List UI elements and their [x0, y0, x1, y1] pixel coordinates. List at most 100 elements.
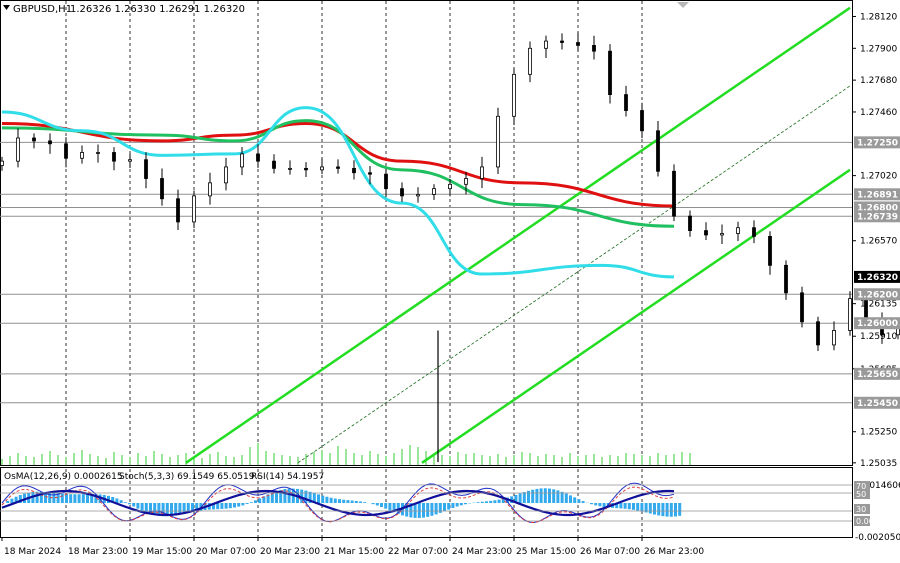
indicator-pane-frame [0, 467, 853, 538]
level-price-tag [854, 210, 900, 223]
symbol-menu-triangle-icon[interactable] [3, 5, 10, 10]
indicator-level-label: 0.00 [856, 517, 874, 526]
symbol-label[interactable]: GBPUSD,H1 [13, 4, 72, 15]
osma-bar [6, 500, 10, 503]
candle-body [256, 153, 260, 162]
osma-bar [501, 498, 505, 503]
osma-bar [65, 494, 68, 503]
osma-bar [531, 489, 535, 503]
indicator-axis[interactable]: 0.0014606 -0.0020507 [855, 481, 900, 543]
candle-body [16, 137, 20, 162]
indicator-level-label: 30 [856, 505, 866, 514]
osma-bar [438, 503, 442, 513]
osma-bar [69, 494, 73, 503]
osma-bar [464, 503, 467, 505]
osma-bar [413, 503, 417, 518]
price-tag-label: 1.26800 [857, 203, 898, 213]
indicator-level-tag [854, 489, 870, 499]
osma-bar [39, 491, 43, 503]
osma-bar [174, 503, 178, 516]
osma-bar [304, 490, 308, 503]
time-label: 25 Mar 15:00 [516, 547, 576, 557]
time-axis[interactable]: 18 Mar 2024 18 Mar 23:00 19 Mar 15:00 20 Ma… [1, 481, 874, 557]
candle-body [352, 167, 356, 174]
osma-bar [212, 503, 215, 510]
osma-bar [115, 498, 119, 503]
osma-bar [485, 501, 488, 503]
candle-body [80, 152, 84, 159]
price-tick-label: 1.26135 [860, 300, 897, 310]
price-tag-label: 1.25650 [857, 370, 898, 380]
candle-body [848, 298, 852, 331]
trend-channel [185, 6, 851, 464]
osma-bar [228, 503, 232, 509]
osma-bar [132, 503, 136, 507]
osma-bar [548, 488, 551, 503]
osma-bar [430, 503, 434, 516]
osma-bar [615, 503, 619, 509]
osma-bar [237, 503, 241, 507]
osma-bar [380, 503, 383, 508]
candle-body [112, 152, 116, 162]
osma-axis-top: 0.0014606 [855, 481, 900, 491]
candle-body [144, 159, 148, 179]
osma-bar [10, 498, 14, 503]
candle-body [368, 172, 372, 175]
osma-bar [283, 489, 287, 503]
osma-bar [405, 503, 409, 517]
osma-bar [632, 503, 635, 510]
price-tag-label: 1.26320 [857, 273, 898, 283]
candle-body [128, 159, 132, 162]
price-tick-label: 1.25035 [860, 459, 897, 469]
candle-body [32, 137, 36, 142]
osma-bar [333, 498, 337, 503]
osma-bar [493, 500, 497, 503]
candle-body [384, 173, 388, 190]
osma-bar [375, 503, 379, 506]
candle-body [736, 227, 740, 234]
candle-body [464, 178, 468, 185]
level-price-tag [854, 188, 900, 201]
channel-upper-line [185, 6, 851, 464]
osma-bar [363, 502, 367, 503]
level-price-tag [854, 396, 900, 409]
time-label: 24 Mar 23:00 [452, 547, 512, 557]
osma-bar [434, 503, 438, 515]
price-tick-label: 1.26570 [860, 237, 897, 247]
osma-bar [94, 494, 98, 503]
candle-body [560, 40, 564, 43]
time-label: 19 Mar 15:00 [132, 547, 192, 557]
price-tag-label: 1.27250 [857, 138, 898, 148]
osma-bar [543, 488, 547, 503]
osma-bar [648, 503, 652, 514]
osma-bar [157, 503, 161, 516]
osma-bar [443, 503, 446, 512]
candle-body [720, 233, 724, 236]
time-label: 21 Mar 15:00 [324, 547, 384, 557]
osma-bar [73, 494, 77, 503]
candle-body [416, 194, 420, 197]
osma-bar [392, 503, 396, 513]
osma-bar [669, 503, 673, 517]
osma-bar [153, 503, 157, 516]
osma-bar [510, 496, 514, 503]
indicator-level-label: 50 [856, 490, 866, 499]
candle-body [688, 215, 692, 232]
osma-bar [44, 491, 47, 503]
osma-bar [48, 492, 52, 503]
candle-body [656, 130, 660, 172]
osma-bar [480, 501, 484, 503]
osma-bar [119, 500, 123, 503]
osma-bar [161, 503, 165, 517]
osma-bar [535, 488, 539, 503]
osma-bar [623, 503, 627, 509]
candle-body [176, 198, 180, 223]
osma-bar [354, 500, 358, 503]
scroll-marker-icon[interactable] [677, 2, 689, 8]
price-tick-label: 1.25250 [860, 428, 897, 438]
osma-label: OsMA(12,26,9) 0.0002615 [4, 472, 123, 482]
osma-bar [396, 503, 400, 514]
time-label: 18 Mar 23:00 [68, 547, 128, 557]
candles [0, 32, 900, 463]
